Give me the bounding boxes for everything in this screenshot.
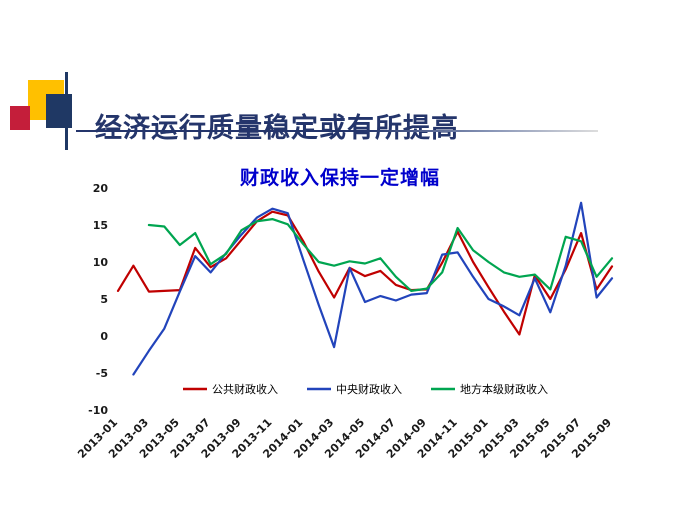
- y-tick-label: 15: [93, 219, 108, 232]
- chart-title: 财政收入保持一定增幅: [239, 166, 440, 189]
- series-line-1: [132, 201, 614, 376]
- series-line-2: [147, 217, 614, 293]
- y-tick-label: -10: [88, 404, 108, 417]
- y-tick-label: 5: [100, 293, 108, 306]
- legend-label-0: 公共财政收入: [212, 382, 278, 396]
- accent-square-navy: [46, 94, 72, 128]
- y-tick-label: 20: [93, 182, 109, 195]
- legend-label-1: 中央财政收入: [336, 382, 402, 396]
- title-underline: [76, 130, 598, 132]
- accent-vertical-line: [65, 72, 68, 150]
- y-tick-label: 10: [93, 256, 109, 269]
- y-tick-label: -5: [96, 367, 108, 380]
- chart-svg: 20151050-5-102013-012013-032013-052013-0…: [75, 182, 614, 461]
- slide-title: 经济运行质量稳定或有所提高: [95, 113, 459, 145]
- series-line-0: [116, 210, 614, 336]
- chart-area: 20 15 10 5 0 -5 -10 2013-01 2013-03 2013-05 2013-0…: [0, 175, 680, 510]
- legend-label-2: 地方本级财政收入: [460, 382, 548, 396]
- accent-square-red: [10, 106, 30, 130]
- y-tick-label: 0: [100, 330, 108, 343]
